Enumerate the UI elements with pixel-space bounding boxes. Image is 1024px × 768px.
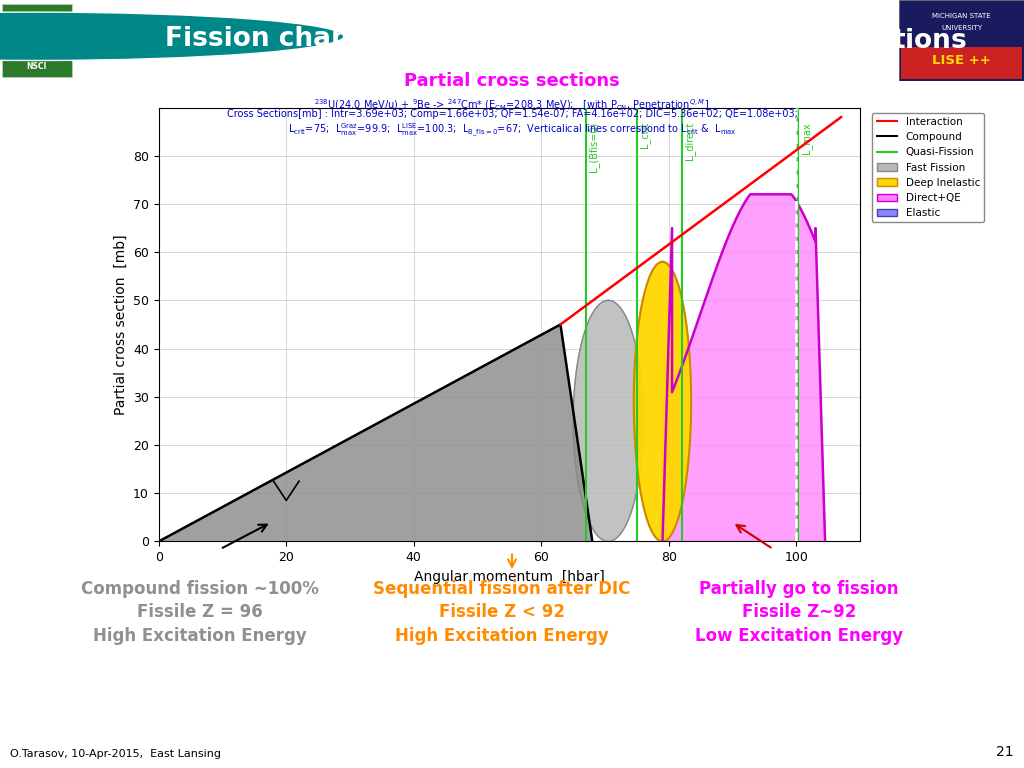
Polygon shape xyxy=(159,325,592,541)
Text: Sequential fission after DIC
Fissile Z < 92
High Excitation Energy: Sequential fission after DIC Fissile Z <… xyxy=(373,580,631,645)
Text: $^{238}$U (20 MeV/u) + Be,C reactions: $^{238}$U (20 MeV/u) + Be,C reactions xyxy=(481,22,968,55)
Bar xyxy=(2,4,72,77)
Text: Partially go to fission
Fissile Z~92
Low Excitation Energy: Partially go to fission Fissile Z~92 Low… xyxy=(694,580,903,645)
Bar xyxy=(901,47,1022,79)
Polygon shape xyxy=(573,300,643,541)
Text: Compound fission ~100%
Fissile Z = 96
High Excitation Energy: Compound fission ~100% Fissile Z = 96 Hi… xyxy=(81,580,318,645)
Text: Fission channels for: Fission channels for xyxy=(165,25,481,51)
Text: L_crit: L_crit xyxy=(640,122,650,148)
Text: Partial cross sections: Partial cross sections xyxy=(404,72,620,90)
Y-axis label: Partial cross section  [mb]: Partial cross section [mb] xyxy=(114,234,127,415)
Text: MICHIGAN STATE: MICHIGAN STATE xyxy=(932,13,991,19)
Circle shape xyxy=(0,12,344,61)
Text: LISE ++: LISE ++ xyxy=(932,54,991,67)
X-axis label: Angular momentum  [hbar]: Angular momentum [hbar] xyxy=(414,570,605,584)
Bar xyxy=(899,0,1024,81)
Polygon shape xyxy=(663,194,825,541)
Text: O.Tarasov, 10-Apr-2015,  East Lansing: O.Tarasov, 10-Apr-2015, East Lansing xyxy=(10,749,221,759)
Text: L$_\mathregular{crit}$=75;  L$_\mathregular{max}^\mathregular{Graz}$=99.9;  L$_\: L$_\mathregular{crit}$=75; L$_\mathregul… xyxy=(288,121,736,137)
Legend: Interaction, Compound, Quasi-Fission, Fast Fission, Deep Inelastic, Direct+QE, E: Interaction, Compound, Quasi-Fission, Fa… xyxy=(872,113,984,222)
Text: UNIVERSITY: UNIVERSITY xyxy=(941,25,982,31)
Text: L_(Bfis=0): L_(Bfis=0) xyxy=(589,122,599,172)
Text: Cross Sections[mb] : Intr=3.69e+03; Comp=1.66e+03; QF=1.54e-07; FA=4.16e+02; DIC: Cross Sections[mb] : Intr=3.69e+03; Comp… xyxy=(226,109,798,119)
Text: L_direct: L_direct xyxy=(684,122,695,161)
Polygon shape xyxy=(634,262,691,541)
Text: 21: 21 xyxy=(996,745,1014,759)
Text: L_max: L_max xyxy=(801,122,812,154)
Text: $^{238}$U(24.0 MeV/u) + $^{9}$Be -> $^{247}$Cm* (E$_\mathregular{CM}$=208.3 MeV): $^{238}$U(24.0 MeV/u) + $^{9}$Be -> $^{2… xyxy=(314,98,710,113)
Text: NSCI: NSCI xyxy=(27,61,47,71)
